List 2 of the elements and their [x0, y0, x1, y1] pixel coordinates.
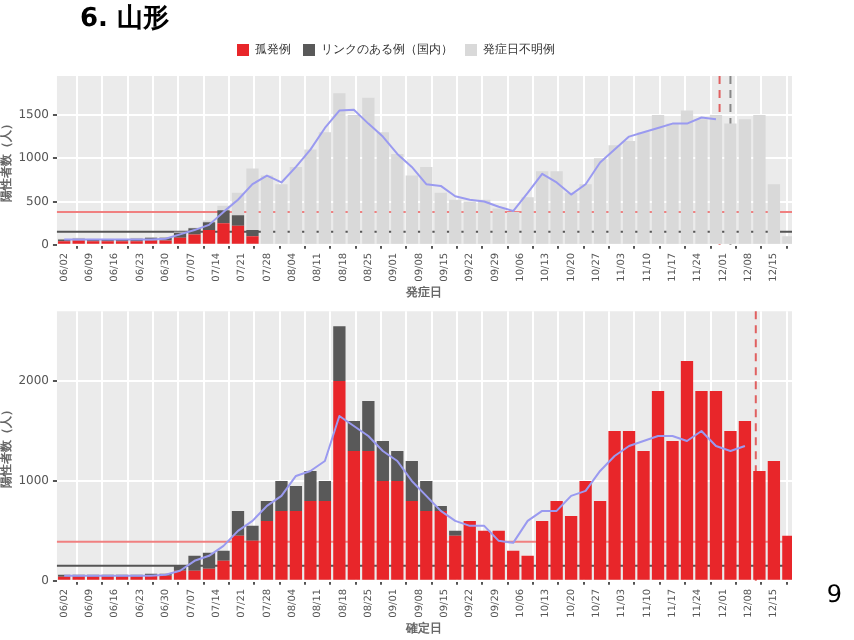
chart-title: 6. 山形 — [78, 2, 172, 34]
text: 9 — [826, 580, 842, 608]
